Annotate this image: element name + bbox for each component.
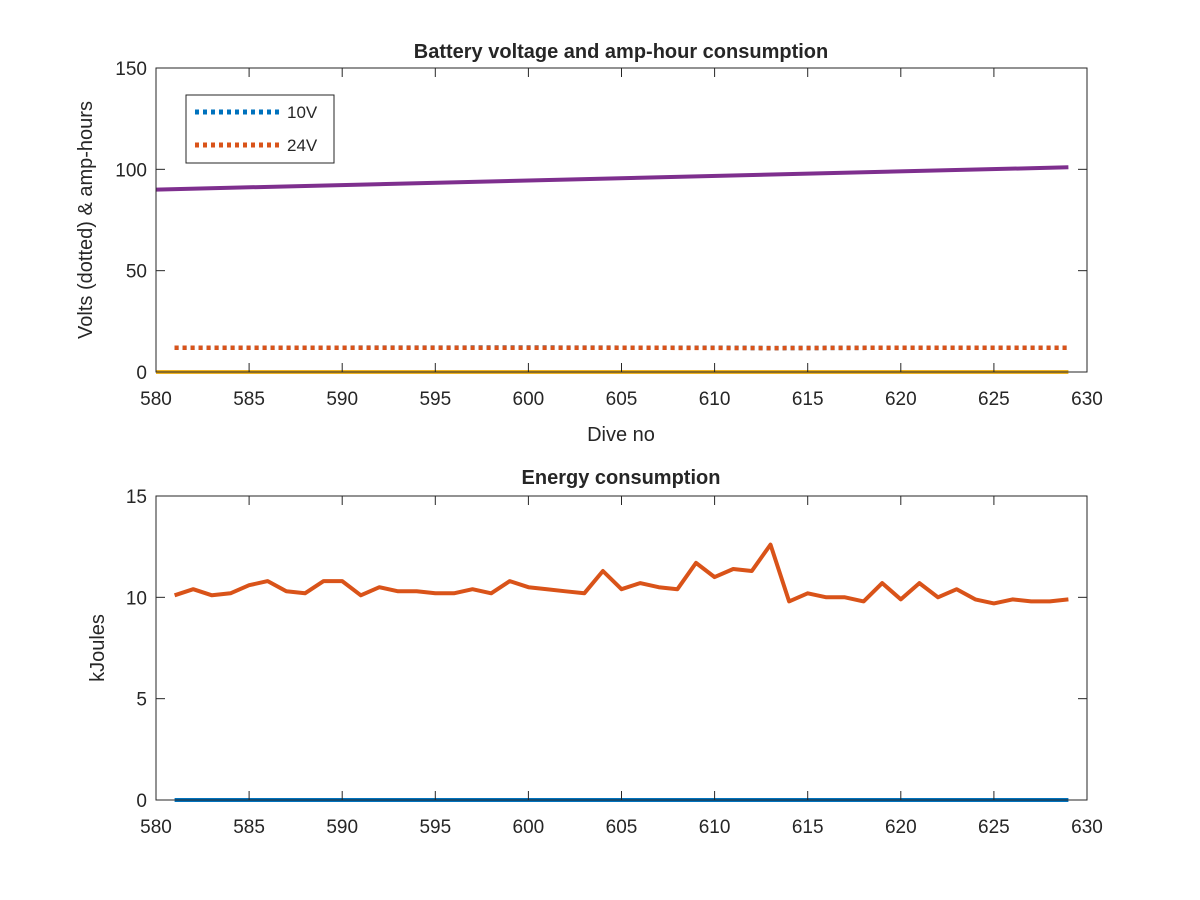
axes-box [155, 67, 1088, 373]
x-tick-label: 615 [792, 817, 824, 838]
y-tick-label: 0 [136, 791, 147, 812]
x-tick-label: 580 [140, 389, 172, 410]
x-tick-label: 620 [885, 389, 917, 410]
x-tick-label: 610 [699, 389, 731, 410]
legend-label-10v: 10V [287, 103, 318, 122]
x-tick-label: 630 [1071, 389, 1103, 410]
series-line-0 [173, 542, 1069, 606]
x-tick-label: 605 [606, 817, 638, 838]
x-tick-label: 600 [513, 389, 545, 410]
x-axis-label: Dive no [587, 424, 655, 446]
x-tick-label: 590 [326, 817, 358, 838]
x-tick-label: 630 [1071, 817, 1103, 838]
x-tick-label: 590 [326, 389, 358, 410]
y-tick-label: 50 [126, 262, 147, 283]
y-axis-label: kJoules [87, 614, 109, 682]
x-tick-label: 610 [699, 817, 731, 838]
tick-labels: 580 585 590 595 600 605 610 615 620 625 630 0 5 10 15 [126, 487, 1103, 838]
axes-box [155, 495, 1088, 801]
plot-area [156, 496, 1087, 800]
x-tick-label: 580 [140, 817, 172, 838]
x-tick-label: 595 [419, 817, 451, 838]
x-tick-label: 605 [606, 389, 638, 410]
series-line-2 [155, 165, 1069, 192]
x-tick-label: 600 [513, 817, 545, 838]
legend-box [185, 94, 335, 164]
x-tick-label: 615 [792, 389, 824, 410]
y-tick-label: 100 [115, 160, 147, 181]
y-tick-label: 10 [126, 588, 147, 609]
y-tick-label: 5 [136, 690, 147, 711]
x-tick-label: 595 [419, 389, 451, 410]
x-tick-label: 585 [233, 817, 265, 838]
legend-label-24v: 24V [287, 136, 318, 155]
chart-title: Energy consumption [522, 467, 721, 489]
voltage-subplot: 580 585 590 595 600 605 610 615 620 625 630 0 50 100 1… [75, 41, 1103, 446]
y-tick-label: 0 [136, 363, 147, 384]
y-tick-label: 15 [126, 487, 147, 508]
x-tick-label: 585 [233, 389, 265, 410]
y-tick-label: 150 [115, 59, 147, 80]
tick-labels: 580 585 590 595 600 605 610 615 620 625 630 0 50 100 1… [115, 59, 1103, 410]
x-tick-label: 625 [978, 389, 1010, 410]
x-tick-label: 625 [978, 817, 1010, 838]
legend: 10V 24V [185, 94, 335, 164]
y-axis-label: Volts (dotted) & amp-hours [75, 101, 97, 339]
x-tick-label: 620 [885, 817, 917, 838]
chart-title: Battery voltage and amp-hour consumption [414, 41, 828, 63]
energy-subplot: 580 585 590 595 600 605 610 615 620 625 630051015 … [87, 467, 1103, 838]
